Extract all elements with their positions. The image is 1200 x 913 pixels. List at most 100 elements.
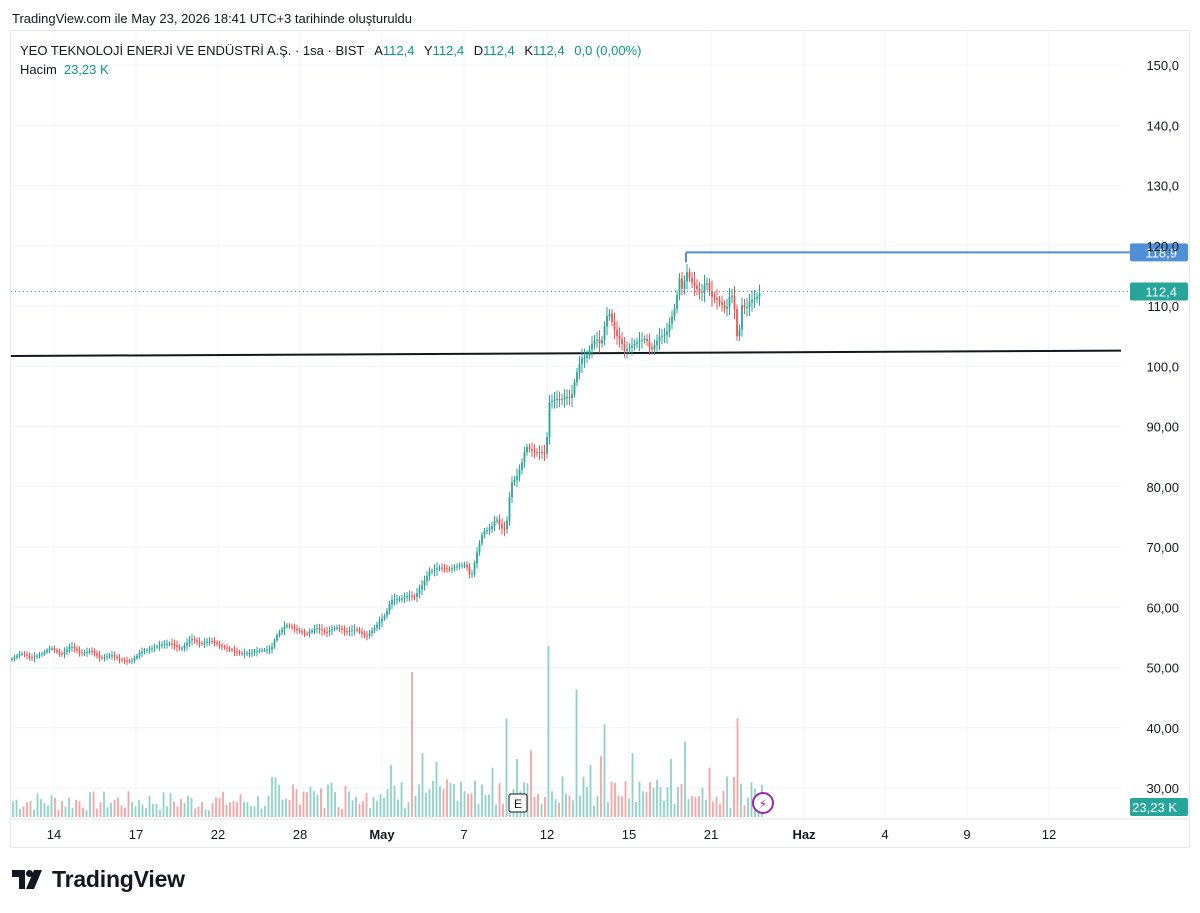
volume-bar xyxy=(169,793,172,817)
candle-body xyxy=(313,628,316,631)
volume-bar xyxy=(670,759,672,817)
volume-bar xyxy=(218,798,221,817)
volume-bar xyxy=(554,799,557,817)
candle-body xyxy=(253,651,256,653)
volume-bar xyxy=(106,807,109,817)
candle-body xyxy=(748,302,751,308)
candle-body xyxy=(48,648,51,651)
volume-bar xyxy=(726,776,728,817)
volume-bar xyxy=(344,785,347,817)
candle-body xyxy=(203,642,206,644)
volume-bar xyxy=(78,801,81,817)
flash-marker: ⚡ xyxy=(752,792,774,814)
candle-body xyxy=(696,285,698,289)
volume-bar xyxy=(134,806,137,817)
candle-body xyxy=(431,570,433,573)
volume-bar xyxy=(673,804,676,817)
candle-body xyxy=(353,629,356,631)
volume-bar xyxy=(453,783,455,817)
volume-bar xyxy=(722,790,725,817)
chart-panel[interactable]: 118,9 112,4 23,23 K E ⚡ 150,0 140,0 130,0 120,0… xyxy=(10,30,1190,848)
tradingview-logo[interactable]: TradingView xyxy=(12,866,185,893)
candle-body xyxy=(488,529,491,531)
volume-bar xyxy=(148,795,151,817)
candle-body xyxy=(278,632,281,636)
volume-bar xyxy=(225,804,228,817)
volume-bar xyxy=(551,791,553,817)
volume-bar xyxy=(589,764,592,817)
candle-body xyxy=(726,306,728,309)
volume-label[interactable]: Hacim xyxy=(20,62,57,77)
y-tick-label: 60,00 xyxy=(1146,600,1179,615)
candle-body xyxy=(321,629,323,631)
candle-body xyxy=(506,520,508,530)
volume-bar xyxy=(264,805,266,817)
candle-body xyxy=(423,580,426,586)
candle-body xyxy=(123,660,126,662)
candle-body xyxy=(566,396,568,398)
volume-bar xyxy=(470,793,473,817)
volume-bar xyxy=(533,796,536,817)
candle-body xyxy=(83,652,86,654)
volume-bar xyxy=(677,787,679,817)
candle-body xyxy=(133,658,136,661)
volume-bar xyxy=(411,672,413,817)
volume-bar xyxy=(736,718,739,817)
volume-bar xyxy=(190,797,193,817)
flash-icon: ⚡ xyxy=(759,797,767,811)
candle-body xyxy=(106,656,108,658)
candle-body xyxy=(686,272,688,282)
candle-body xyxy=(138,653,141,656)
candle-body xyxy=(451,568,453,570)
volume-bar xyxy=(54,797,56,817)
volume-bar xyxy=(376,801,378,817)
volume-bar xyxy=(705,799,707,817)
candle-body xyxy=(628,347,631,350)
candle-body xyxy=(403,597,406,599)
candle-body xyxy=(608,313,611,317)
candle-body xyxy=(316,628,318,630)
y-tick-label: 110,0 xyxy=(1147,299,1179,314)
volume-bar xyxy=(313,791,315,817)
candle-body xyxy=(136,655,138,659)
volume-bar xyxy=(460,781,462,817)
volume-bar xyxy=(582,776,585,817)
candle-body xyxy=(693,282,696,286)
candle-body xyxy=(368,633,371,636)
volume-bar xyxy=(600,756,602,817)
volume-bar xyxy=(159,809,161,817)
open-value: 112,4 xyxy=(382,43,415,58)
candle-body xyxy=(131,660,133,662)
candle-body xyxy=(711,291,713,297)
volume-bar xyxy=(652,787,655,817)
volume-bar xyxy=(166,806,168,817)
volume-bar xyxy=(267,795,270,817)
candle-body xyxy=(453,567,456,569)
candle-layer xyxy=(11,263,761,666)
y-tick-label: 40,00 xyxy=(1146,721,1179,736)
candle-body xyxy=(376,624,378,628)
symbol-title[interactable]: YEO TEKNOLOJİ ENERJİ VE ENDÜSTRİ A.Ş. · … xyxy=(20,43,365,58)
candle-body xyxy=(598,339,601,344)
x-tick-label: 4 xyxy=(881,827,888,842)
volume-bar xyxy=(684,741,686,817)
volume-bar xyxy=(498,782,501,817)
volume-bar xyxy=(187,795,189,817)
candle-body xyxy=(231,649,233,651)
volume-bar xyxy=(222,791,224,817)
y-tick-label: 70,00 xyxy=(1146,540,1179,555)
volume-bar xyxy=(19,808,21,817)
candle-body xyxy=(36,655,38,657)
candle-body xyxy=(518,469,521,476)
candle-body xyxy=(61,653,63,655)
candle-body xyxy=(293,627,296,629)
candle-body xyxy=(671,316,673,324)
candle-body xyxy=(406,596,408,598)
volume-bar xyxy=(698,795,700,817)
close-label: K xyxy=(524,43,534,58)
candle-body xyxy=(343,630,346,632)
candle-body xyxy=(11,659,13,661)
candle-body xyxy=(478,543,481,553)
candle-body xyxy=(396,599,398,601)
